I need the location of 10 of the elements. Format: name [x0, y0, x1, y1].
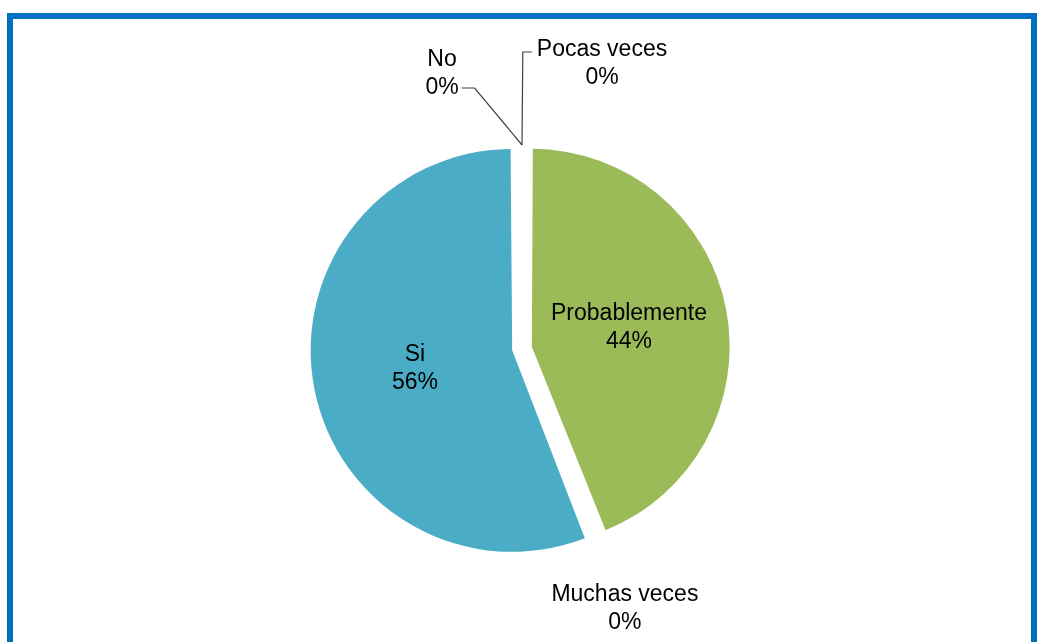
- text: 0%: [425, 73, 459, 100]
- data-label: 56%: [391, 368, 439, 395]
- category-label: Muchas veces: [551, 579, 699, 606]
- slice-label: Probablemente: [551, 299, 708, 326]
- category-label: Pocas veces: [536, 35, 668, 62]
- text: 0%: [608, 607, 642, 634]
- category-label: No: [427, 45, 457, 72]
- slice-label: Si: [404, 340, 426, 367]
- text: 0%: [585, 63, 619, 90]
- data-label: 44%: [605, 327, 653, 354]
